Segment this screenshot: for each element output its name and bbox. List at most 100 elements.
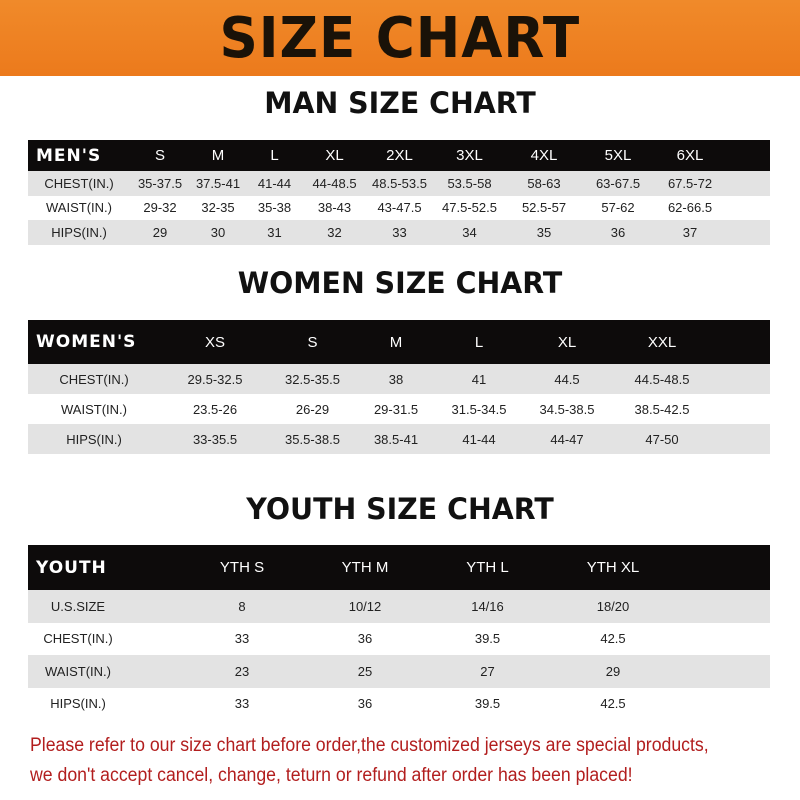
empty-cell [711,424,770,454]
size-chart-banner: SIZE CHART [0,0,800,76]
table-cell: 58-63 [506,171,582,196]
table-cell: 33 [181,687,303,720]
table-cell: 3XL [433,140,506,171]
table-cell: 32-35 [190,195,246,220]
table-cell: 36 [303,622,427,655]
empty-cell [678,687,770,720]
table-cell: 5XL [582,140,654,171]
table-cell: 38.5-42.5 [613,394,711,424]
table-header-label: MEN'S [28,140,130,171]
table-row: WAIST(IN.) 29-32 32-35 35-38 38-43 43-47.5 47.… [28,195,770,220]
banner-title: SIZE CHART [219,5,581,71]
table-header-label: WOMEN'S [28,320,160,364]
table-cell: 38.5-41 [355,424,437,454]
spacer-cell [128,622,181,655]
row-label: CHEST(IN.) [28,622,128,655]
youth-chart-title: YOUTH SIZE CHART [246,492,554,526]
empty-cell [711,364,770,394]
notice-line-1: Please refer to our size chart before or… [30,735,709,756]
youth-size-table: YOUTH YTH S YTH M YTH L YTH XL U.S.SIZE 8 10/12… [28,545,770,720]
table-cell: XL [303,140,366,171]
empty-cell [711,320,770,364]
table-cell: 31.5-34.5 [437,394,521,424]
row-label: WAIST(IN.) [28,394,160,424]
table-cell: 41-44 [246,171,303,196]
table-cell: S [130,140,190,171]
table-cell: YTH XL [548,545,678,590]
row-label: HIPS(IN.) [28,424,160,454]
table-row: WAIST(IN.) 23.5-26 26-29 29-31.5 31.5-34.5 34… [28,394,770,424]
table-cell: 32.5-35.5 [270,364,355,394]
table-cell: L [437,320,521,364]
table-cell: 23 [181,655,303,688]
table-cell: 29 [130,220,190,245]
table-cell: 44-48.5 [303,171,366,196]
table-cell: 31 [246,220,303,245]
table-cell: XL [521,320,613,364]
table-cell: M [355,320,437,364]
men-size-table: MEN'S S M L XL 2XL 3XL 4XL 5XL 6XL CHEST(IN.) 35-37… [28,140,770,245]
empty-cell [726,195,770,220]
table-cell: 37 [654,220,726,245]
table-row: U.S.SIZE 8 10/12 14/16 18/20 [28,590,770,623]
men-chart-title: MAN SIZE CHART [264,86,536,120]
spacer-cell [128,687,181,720]
table-header-row: YOUTH YTH S YTH M YTH L YTH XL [28,545,770,590]
table-cell: 6XL [654,140,726,171]
table-cell: 52.5-57 [506,195,582,220]
row-label: HIPS(IN.) [28,220,130,245]
row-label: WAIST(IN.) [28,195,130,220]
row-label: WAIST(IN.) [28,655,128,688]
table-row: CHEST(IN.) 33 36 39.5 42.5 [28,622,770,655]
table-cell: 39.5 [427,687,548,720]
table-cell: 39.5 [427,622,548,655]
empty-cell [678,545,770,590]
table-cell: 44.5 [521,364,613,394]
order-notice: Please refer to our size chart before or… [30,731,737,791]
table-cell: 47-50 [613,424,711,454]
table-header-row: MEN'S S M L XL 2XL 3XL 4XL 5XL 6XL [28,140,770,171]
table-cell: 29 [548,655,678,688]
table-cell: 44.5-48.5 [613,364,711,394]
table-cell: 2XL [366,140,433,171]
table-cell: 67.5-72 [654,171,726,196]
row-label: CHEST(IN.) [28,364,160,394]
table-row: HIPS(IN.) 33-35.5 35.5-38.5 38.5-41 41-44 44-… [28,424,770,454]
row-label: CHEST(IN.) [28,171,130,196]
table-cell: 35-38 [246,195,303,220]
table-cell: 4XL [506,140,582,171]
empty-cell [726,220,770,245]
table-cell: 10/12 [303,590,427,623]
table-cell: 36 [303,687,427,720]
table-cell: 57-62 [582,195,654,220]
table-cell: 32 [303,220,366,245]
table-cell: 53.5-58 [433,171,506,196]
table-cell: 29-32 [130,195,190,220]
empty-cell [678,622,770,655]
table-cell: 35-37.5 [130,171,190,196]
table-cell: 38 [355,364,437,394]
table-cell: 34.5-38.5 [521,394,613,424]
table-cell: YTH S [181,545,303,590]
table-row: WAIST(IN.) 23 25 27 29 [28,655,770,688]
table-row: CHEST(IN.) 29.5-32.5 32.5-35.5 38 41 44.5 44.5… [28,364,770,394]
empty-cell [726,171,770,196]
table-cell: 23.5-26 [160,394,270,424]
table-cell: 14/16 [427,590,548,623]
table-row: CHEST(IN.) 35-37.5 37.5-41 41-44 44-48.5 48.5… [28,171,770,196]
table-header-row: WOMEN'S XS S M L XL XXL [28,320,770,364]
table-cell: 44-47 [521,424,613,454]
table-cell: 42.5 [548,687,678,720]
table-cell: 27 [427,655,548,688]
table-cell: XS [160,320,270,364]
table-cell: YTH L [427,545,548,590]
table-cell: YTH M [303,545,427,590]
table-header-label: YOUTH [28,545,128,590]
table-cell: L [246,140,303,171]
table-cell: 29-31.5 [355,394,437,424]
spacer-cell [128,545,181,590]
table-cell: 41-44 [437,424,521,454]
table-cell: 33-35.5 [160,424,270,454]
table-cell: S [270,320,355,364]
table-cell: 36 [582,220,654,245]
